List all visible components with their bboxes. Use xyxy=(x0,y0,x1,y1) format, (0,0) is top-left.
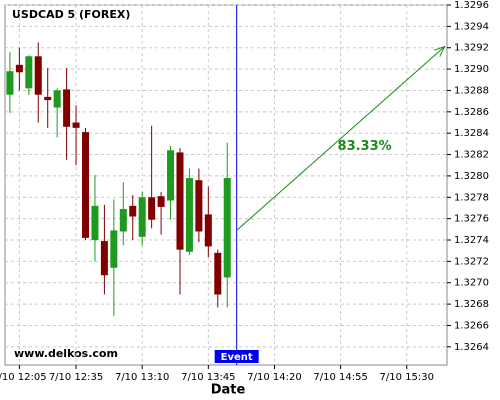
candle-body xyxy=(100,241,108,276)
x-tick-label: 7/10 15:30 xyxy=(380,372,434,383)
y-tick-label: 1.3294 xyxy=(454,21,489,32)
candle-body xyxy=(63,89,71,127)
forecast-label: 83.33% xyxy=(338,139,392,154)
candle-body xyxy=(157,196,165,207)
candle-body xyxy=(185,178,193,252)
candle-body xyxy=(44,96,52,101)
y-tick-label: 1.3272 xyxy=(454,256,489,267)
candle-body xyxy=(167,150,175,201)
y-tick-label: 1.3278 xyxy=(454,192,489,203)
candle-body xyxy=(82,132,90,238)
candle-body xyxy=(15,64,23,73)
y-tick-label: 1.3296 xyxy=(454,0,489,11)
y-tick-label: 1.3284 xyxy=(454,128,489,139)
candle-body xyxy=(129,205,137,217)
x-axis-label: Date xyxy=(211,383,246,398)
x-tick-label: 7/10 13:10 xyxy=(115,372,169,383)
candle-body xyxy=(204,214,212,247)
candle-body xyxy=(25,56,33,89)
y-tick-label: 1.3286 xyxy=(454,107,489,118)
y-tick-label: 1.3270 xyxy=(454,278,489,289)
y-tick-label: 1.3288 xyxy=(454,85,489,96)
candle-body xyxy=(176,152,184,250)
candle-body xyxy=(138,197,146,237)
event-label-box xyxy=(214,350,259,363)
y-tick-label: 1.3268 xyxy=(454,299,489,310)
candle-body xyxy=(72,122,80,128)
x-tick-label: 7/10 12:05 xyxy=(0,372,47,383)
event-label: Event xyxy=(221,352,253,363)
y-tick-label: 1.3264 xyxy=(454,342,489,353)
candle-body xyxy=(223,178,231,278)
candle-body xyxy=(119,209,127,232)
y-tick-label: 1.3280 xyxy=(454,171,489,182)
x-tick-label: 7/10 14:20 xyxy=(247,372,301,383)
x-tick-label: 7/10 14:55 xyxy=(313,372,367,383)
candle-body xyxy=(195,180,203,232)
candle-body xyxy=(6,71,14,95)
candle-body xyxy=(110,230,118,268)
y-tick-label: 1.3274 xyxy=(454,235,489,246)
candle-body xyxy=(91,205,99,241)
candle-body xyxy=(34,56,42,95)
y-tick-label: 1.3276 xyxy=(454,214,489,225)
x-tick-label: 7/10 12:35 xyxy=(49,372,103,383)
y-tick-label: 1.3282 xyxy=(454,150,489,161)
chart-title: USDCAD 5 (FOREX) xyxy=(12,8,130,21)
y-tick-label: 1.3292 xyxy=(454,43,489,54)
candle-body xyxy=(214,252,222,295)
y-tick-label: 1.3290 xyxy=(454,64,489,75)
candle-body xyxy=(53,90,61,108)
forecast-arrow xyxy=(236,46,445,231)
y-tick-label: 1.3266 xyxy=(454,320,489,331)
candle-body xyxy=(148,197,156,220)
arrow-head xyxy=(433,45,446,57)
x-tick-label: 7/10 13:45 xyxy=(181,372,235,383)
watermark: www.delkos.com xyxy=(14,347,118,360)
